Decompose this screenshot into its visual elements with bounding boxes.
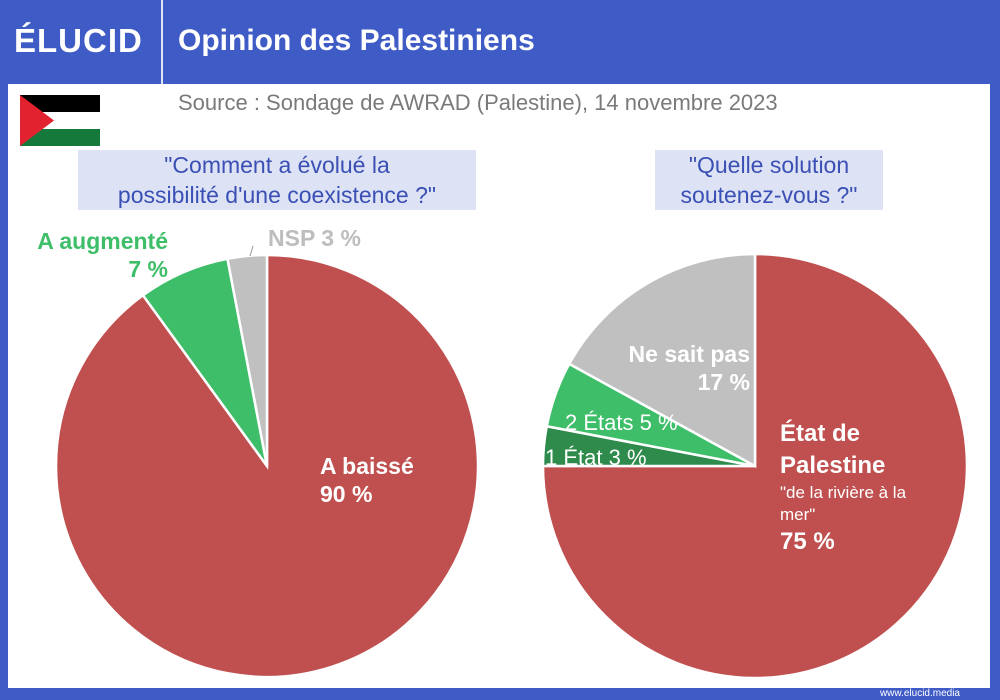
palestine-flag-icon (20, 95, 100, 146)
slice-value: 7 % (128, 256, 168, 282)
question-1-line: "Comment a évolué la (164, 152, 390, 178)
footer-url: www.elucid.media (879, 688, 960, 699)
slice-sublabel: "de la rivière à la mer" (780, 483, 907, 524)
question-2: "Quelle solution soutenez-vous ?" (655, 150, 883, 210)
nsp-leader-line (249, 245, 254, 257)
label-a-baisse: A baissé 90 % (320, 452, 414, 508)
page-title: Opinion des Palestiniens (178, 24, 535, 57)
logo: ÉLUCID (14, 22, 143, 59)
slice-label: État de Palestine (780, 420, 886, 479)
pie-slice (541, 252, 969, 680)
question-1: "Comment a évolué la possibilité d'une c… (78, 150, 476, 210)
label-2-etats: 2 États 5 % (565, 410, 678, 435)
slice-value: 90 % (320, 481, 373, 507)
question-1-line: possibilité d'une coexistence ?" (117, 182, 437, 208)
slice-label: A augmenté (37, 228, 168, 254)
pie-slice (567, 252, 757, 469)
pie-slice (226, 253, 269, 467)
label-1-etat: 1 État 3 % (545, 445, 647, 470)
header-divider (161, 0, 163, 84)
label-etat-palestine: État de Palestine "de la rivière à la me… (780, 418, 930, 558)
label-nsp: NSP 3 % (268, 225, 361, 251)
question-2-line: soutenez-vous ?" (680, 182, 858, 208)
label-ne-sait-pas: Ne sait pas 17 % (600, 340, 750, 396)
question-2-line: "Quelle solution (688, 152, 850, 178)
slice-value: 75 % (780, 528, 835, 555)
slice-label: A baissé (320, 453, 414, 479)
slice-label: Ne sait pas (628, 341, 750, 367)
slice-value: 17 % (697, 369, 750, 395)
source-text: Source : Sondage de AWRAD (Palestine), 1… (178, 90, 778, 115)
label-a-augmente: A augmenté 7 % (12, 227, 168, 283)
